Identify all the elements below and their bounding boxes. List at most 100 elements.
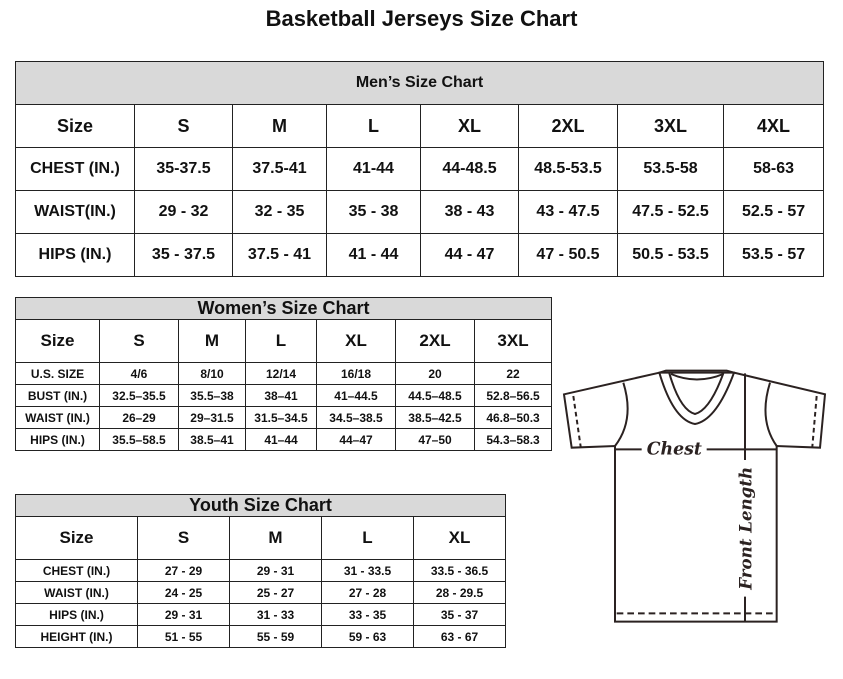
table-row: HEIGHT (IN.) 51 - 55 55 - 59 59 - 63 63 - 67	[15, 625, 507, 648]
table-row: WAIST(IN.) 29 - 32 32 - 35 35 - 38 38 - 43 43…	[15, 190, 825, 234]
size-column-header: M	[178, 319, 246, 363]
measurement-label: U.S. SIZE	[15, 362, 100, 385]
measurement-cell: 44-48.5	[420, 147, 519, 191]
size-column-header: 2XL	[518, 104, 618, 148]
measurement-cell: 29 - 31	[229, 559, 322, 582]
table-row: BUST (IN.) 32.5–35.5 35.5–38 38–41 41–44.5 44…	[15, 384, 553, 407]
table-row: HIPS (IN.) 35 - 37.5 37.5 - 41 41 - 44 44 - …	[15, 233, 825, 277]
chest-label: Chest	[647, 439, 702, 459]
measurement-cell: 35 - 38	[326, 190, 421, 234]
size-column-header: 4XL	[722, 104, 825, 148]
front-length-label: Front Length	[736, 467, 756, 591]
measurement-cell: 31.5–34.5	[245, 406, 317, 429]
measurement-cell: 33.5 - 36.5	[412, 559, 507, 582]
measurement-cell: 35 - 37	[412, 603, 507, 626]
page-title: Basketball Jerseys Size Chart	[265, 6, 578, 31]
measurement-label: WAIST (IN.)	[15, 581, 138, 604]
size-column-header: 3XL	[473, 319, 553, 363]
measurement-cell: 59 - 63	[321, 625, 414, 648]
measurement-cell: 58-63	[722, 147, 825, 191]
measurement-cell: 47 - 50.5	[518, 233, 618, 277]
table-row: WAIST (IN.) 24 - 25 25 - 27 27 - 28 28 - 29.…	[15, 581, 507, 604]
measurement-label: HIPS (IN.)	[15, 603, 138, 626]
table-row: WAIST (IN.) 26–29 29–31.5 31.5–34.5 34.5–38.…	[15, 406, 553, 429]
measurement-cell: 46.8–50.3	[473, 406, 553, 429]
jersey-diagram: Chest Front Length	[562, 369, 827, 623]
size-column-header: L	[321, 516, 414, 560]
measurement-cell: 37.5-41	[232, 147, 327, 191]
size-column-header: S	[99, 319, 179, 363]
measurement-cell: 41–44	[245, 428, 317, 451]
size-column-header: XL	[316, 319, 396, 363]
measurement-cell: 51 - 55	[137, 625, 230, 648]
table-row: HIPS (IN.) 35.5–58.5 38.5–41 41–44 44–47 47–5…	[15, 428, 553, 451]
size-column-header: L	[245, 319, 317, 363]
size-column-header: S	[137, 516, 230, 560]
size-column-header: XL	[412, 516, 507, 560]
measurement-cell: 4/6	[99, 362, 179, 385]
measurement-label: HEIGHT (IN.)	[15, 625, 138, 648]
measurement-cell: 63 - 67	[412, 625, 507, 648]
measurement-cell: 16/18	[316, 362, 396, 385]
measurement-cell: 31 - 33.5	[321, 559, 414, 582]
measurement-cell: 44.5–48.5	[395, 384, 475, 407]
measurement-cell: 48.5-53.5	[518, 147, 618, 191]
table-row: CHEST (IN.) 27 - 29 29 - 31 31 - 33.5 33.5 -…	[15, 559, 507, 582]
measurement-label: HIPS (IN.)	[15, 233, 135, 277]
measurement-cell: 27 - 29	[137, 559, 230, 582]
measurement-cell: 41-44	[326, 147, 421, 191]
measurement-cell: 25 - 27	[229, 581, 322, 604]
size-column-header: M	[232, 104, 327, 148]
measurement-cell: 50.5 - 53.5	[617, 233, 724, 277]
measurement-cell: 44 - 47	[420, 233, 519, 277]
measurement-cell: 44–47	[316, 428, 396, 451]
measurement-cell: 24 - 25	[137, 581, 230, 604]
measurement-cell: 20	[395, 362, 475, 385]
measurement-cell: 38.5–42.5	[395, 406, 475, 429]
measurement-label: HIPS (IN.)	[15, 428, 100, 451]
womens-size-table: Women’s Size Chart Size S M L XL 2XL 3XL U.S. S…	[14, 297, 553, 451]
measurement-cell: 38–41	[245, 384, 317, 407]
womens-table-heading: Women’s Size Chart	[14, 297, 553, 320]
youth-size-table: Youth Size Chart Size S M L XL CHEST (IN.) 27 …	[14, 494, 507, 648]
youth-table-heading: Youth Size Chart	[14, 494, 507, 517]
measurement-label: CHEST (IN.)	[15, 147, 135, 191]
measurement-label: WAIST(IN.)	[15, 190, 135, 234]
measurement-cell: 35 - 37.5	[134, 233, 233, 277]
measurement-cell: 55 - 59	[229, 625, 322, 648]
measurement-cell: 38.5–41	[178, 428, 246, 451]
measurement-label: BUST (IN.)	[15, 384, 100, 407]
measurement-cell: 27 - 28	[321, 581, 414, 604]
table-row: HIPS (IN.) 29 - 31 31 - 33 33 - 35 35 - 37	[15, 603, 507, 626]
measurement-cell: 41–44.5	[316, 384, 396, 407]
measurement-cell: 53.5-58	[617, 147, 724, 191]
measurement-cell: 52.8–56.5	[473, 384, 553, 407]
measurement-cell: 38 - 43	[420, 190, 519, 234]
measurement-cell: 35.5–38	[178, 384, 246, 407]
measurement-cell: 35-37.5	[134, 147, 233, 191]
size-column-header: 3XL	[617, 104, 724, 148]
measurement-cell: 43 - 47.5	[518, 190, 618, 234]
measurement-cell: 32.5–35.5	[99, 384, 179, 407]
measurement-cell: 41 - 44	[326, 233, 421, 277]
size-label-header: Size	[15, 104, 135, 148]
measurement-cell: 47–50	[395, 428, 475, 451]
measurement-cell: 29 - 31	[137, 603, 230, 626]
measurement-cell: 8/10	[178, 362, 246, 385]
size-column-header: M	[229, 516, 322, 560]
size-column-header: XL	[420, 104, 519, 148]
jersey-outline	[562, 371, 827, 623]
mens-size-table: Men’s Size Chart Size S M L XL 2XL 3XL 4XL CHEST…	[14, 61, 825, 277]
measurement-cell: 28 - 29.5	[412, 581, 507, 604]
measurement-label: WAIST (IN.)	[15, 406, 100, 429]
size-label-header: Size	[15, 319, 100, 363]
measurement-cell: 54.3–58.3	[473, 428, 553, 451]
size-column-header: S	[134, 104, 233, 148]
mens-table-heading: Men’s Size Chart	[14, 61, 825, 105]
size-label-header: Size	[15, 516, 138, 560]
size-column-header: 2XL	[395, 319, 475, 363]
measurement-cell: 31 - 33	[229, 603, 322, 626]
measurement-cell: 29–31.5	[178, 406, 246, 429]
size-column-header: L	[326, 104, 421, 148]
measurement-cell: 37.5 - 41	[232, 233, 327, 277]
